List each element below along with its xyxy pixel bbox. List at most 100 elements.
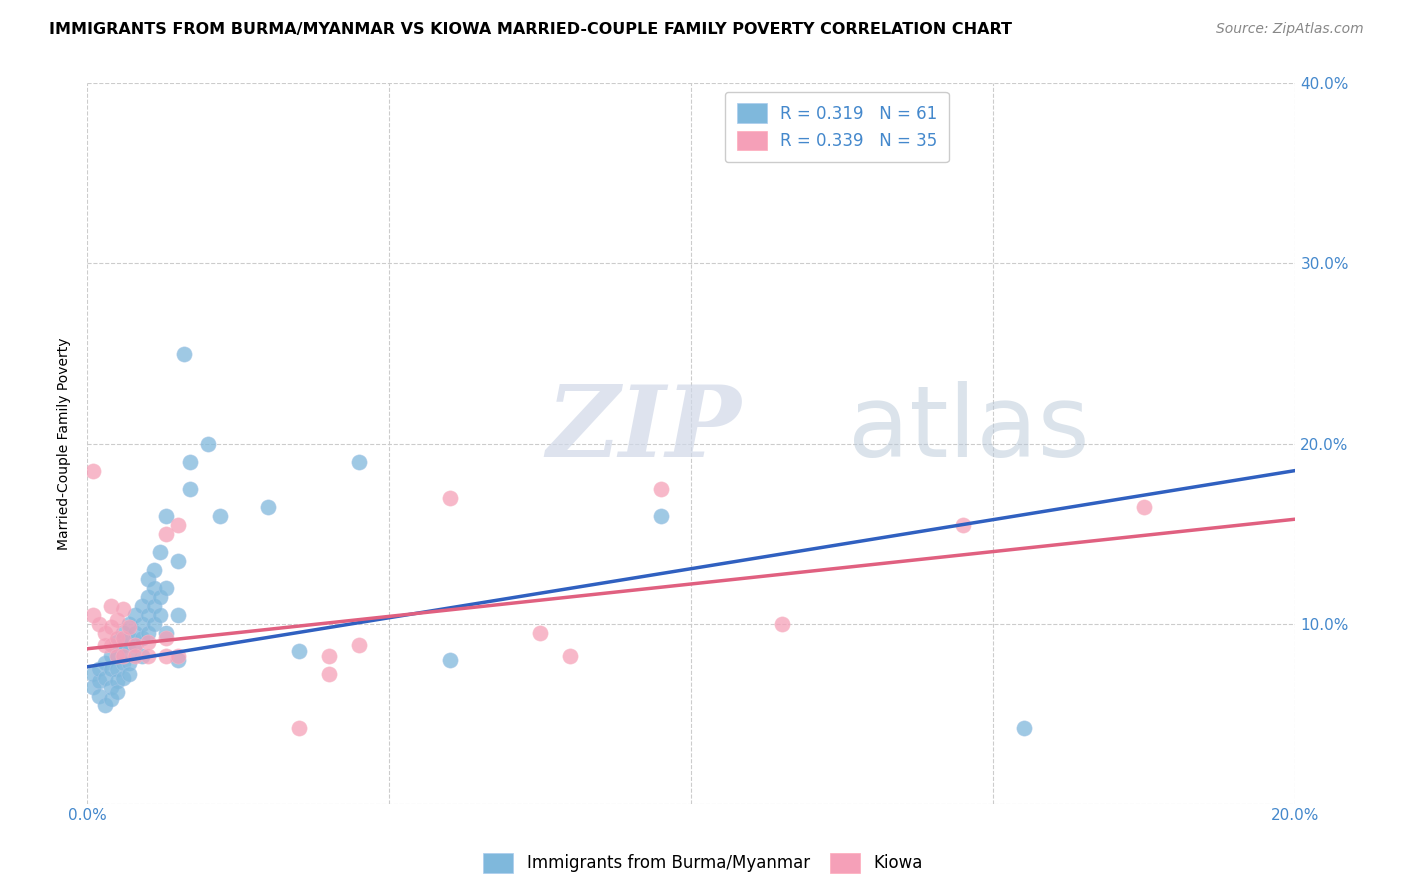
Point <box>179 482 201 496</box>
Text: Source: ZipAtlas.com: Source: ZipAtlas.com <box>1216 22 1364 37</box>
Point <box>149 590 172 604</box>
Point <box>124 625 146 640</box>
Point <box>89 616 111 631</box>
Point <box>257 500 280 514</box>
Point <box>89 662 111 676</box>
Y-axis label: Married-Couple Family Poverty: Married-Couple Family Poverty <box>58 337 72 549</box>
Point <box>124 648 146 663</box>
Point <box>149 544 172 558</box>
Point <box>149 607 172 622</box>
Point <box>347 454 370 468</box>
Point <box>94 656 117 670</box>
Point <box>112 625 135 640</box>
Point <box>347 638 370 652</box>
Point <box>131 599 153 613</box>
Point <box>112 602 135 616</box>
Point <box>650 482 672 496</box>
Point <box>118 616 141 631</box>
Point <box>124 638 146 652</box>
Point <box>118 667 141 681</box>
Point <box>112 648 135 663</box>
Point <box>155 526 177 541</box>
Point <box>136 590 159 604</box>
Point <box>155 631 177 645</box>
Point <box>82 667 104 681</box>
Point <box>136 634 159 648</box>
Point <box>118 620 141 634</box>
Point <box>1133 500 1156 514</box>
Point <box>142 616 165 631</box>
Point <box>155 648 177 663</box>
Legend: Immigrants from Burma/Myanmar, Kiowa: Immigrants from Burma/Myanmar, Kiowa <box>477 847 929 880</box>
Point <box>166 517 188 532</box>
Point <box>82 464 104 478</box>
Point <box>105 674 128 689</box>
Point <box>197 436 219 450</box>
Point <box>112 671 135 685</box>
Point <box>100 680 122 694</box>
Point <box>100 620 122 634</box>
Point <box>155 508 177 523</box>
Point <box>318 648 340 663</box>
Point <box>82 607 104 622</box>
Point <box>650 508 672 523</box>
Point <box>105 648 128 663</box>
Point <box>105 634 128 648</box>
Point <box>166 652 188 666</box>
Point <box>94 671 117 685</box>
Point <box>131 648 153 663</box>
Point <box>529 625 551 640</box>
Point <box>142 563 165 577</box>
Point <box>124 638 146 652</box>
Point <box>100 638 122 652</box>
Point <box>105 631 128 645</box>
Point <box>318 667 340 681</box>
Point <box>94 698 117 712</box>
Point <box>100 648 122 663</box>
Point <box>439 491 461 505</box>
Point <box>155 625 177 640</box>
Point <box>89 689 111 703</box>
Text: atlas: atlas <box>848 381 1090 477</box>
Point <box>136 607 159 622</box>
Point <box>142 581 165 595</box>
Point <box>166 553 188 567</box>
Point <box>173 346 195 360</box>
Point <box>770 616 793 631</box>
Legend: R = 0.319   N = 61, R = 0.339   N = 35: R = 0.319 N = 61, R = 0.339 N = 35 <box>725 92 949 162</box>
Point <box>112 638 135 652</box>
Point <box>105 613 128 627</box>
Point <box>287 721 309 735</box>
Point <box>100 599 122 613</box>
Point <box>166 607 188 622</box>
Point <box>166 648 188 663</box>
Point <box>82 680 104 694</box>
Point <box>94 638 117 652</box>
Point <box>105 685 128 699</box>
Point <box>118 631 141 645</box>
Text: ZIP: ZIP <box>547 381 741 477</box>
Point <box>105 648 128 663</box>
Point <box>112 631 135 645</box>
Point <box>100 692 122 706</box>
Point <box>136 648 159 663</box>
Point <box>560 648 582 663</box>
Point <box>131 631 153 645</box>
Point <box>439 652 461 666</box>
Point <box>142 599 165 613</box>
Point <box>118 656 141 670</box>
Point <box>131 616 153 631</box>
Point <box>112 656 135 670</box>
Point <box>209 508 232 523</box>
Point <box>105 662 128 676</box>
Point <box>179 454 201 468</box>
Point <box>136 625 159 640</box>
Point <box>100 662 122 676</box>
Point <box>89 674 111 689</box>
Point <box>118 643 141 657</box>
Point <box>952 517 974 532</box>
Point <box>136 572 159 586</box>
Point <box>1012 721 1035 735</box>
Text: IMMIGRANTS FROM BURMA/MYANMAR VS KIOWA MARRIED-COUPLE FAMILY POVERTY CORRELATION: IMMIGRANTS FROM BURMA/MYANMAR VS KIOWA M… <box>49 22 1012 37</box>
Point <box>94 625 117 640</box>
